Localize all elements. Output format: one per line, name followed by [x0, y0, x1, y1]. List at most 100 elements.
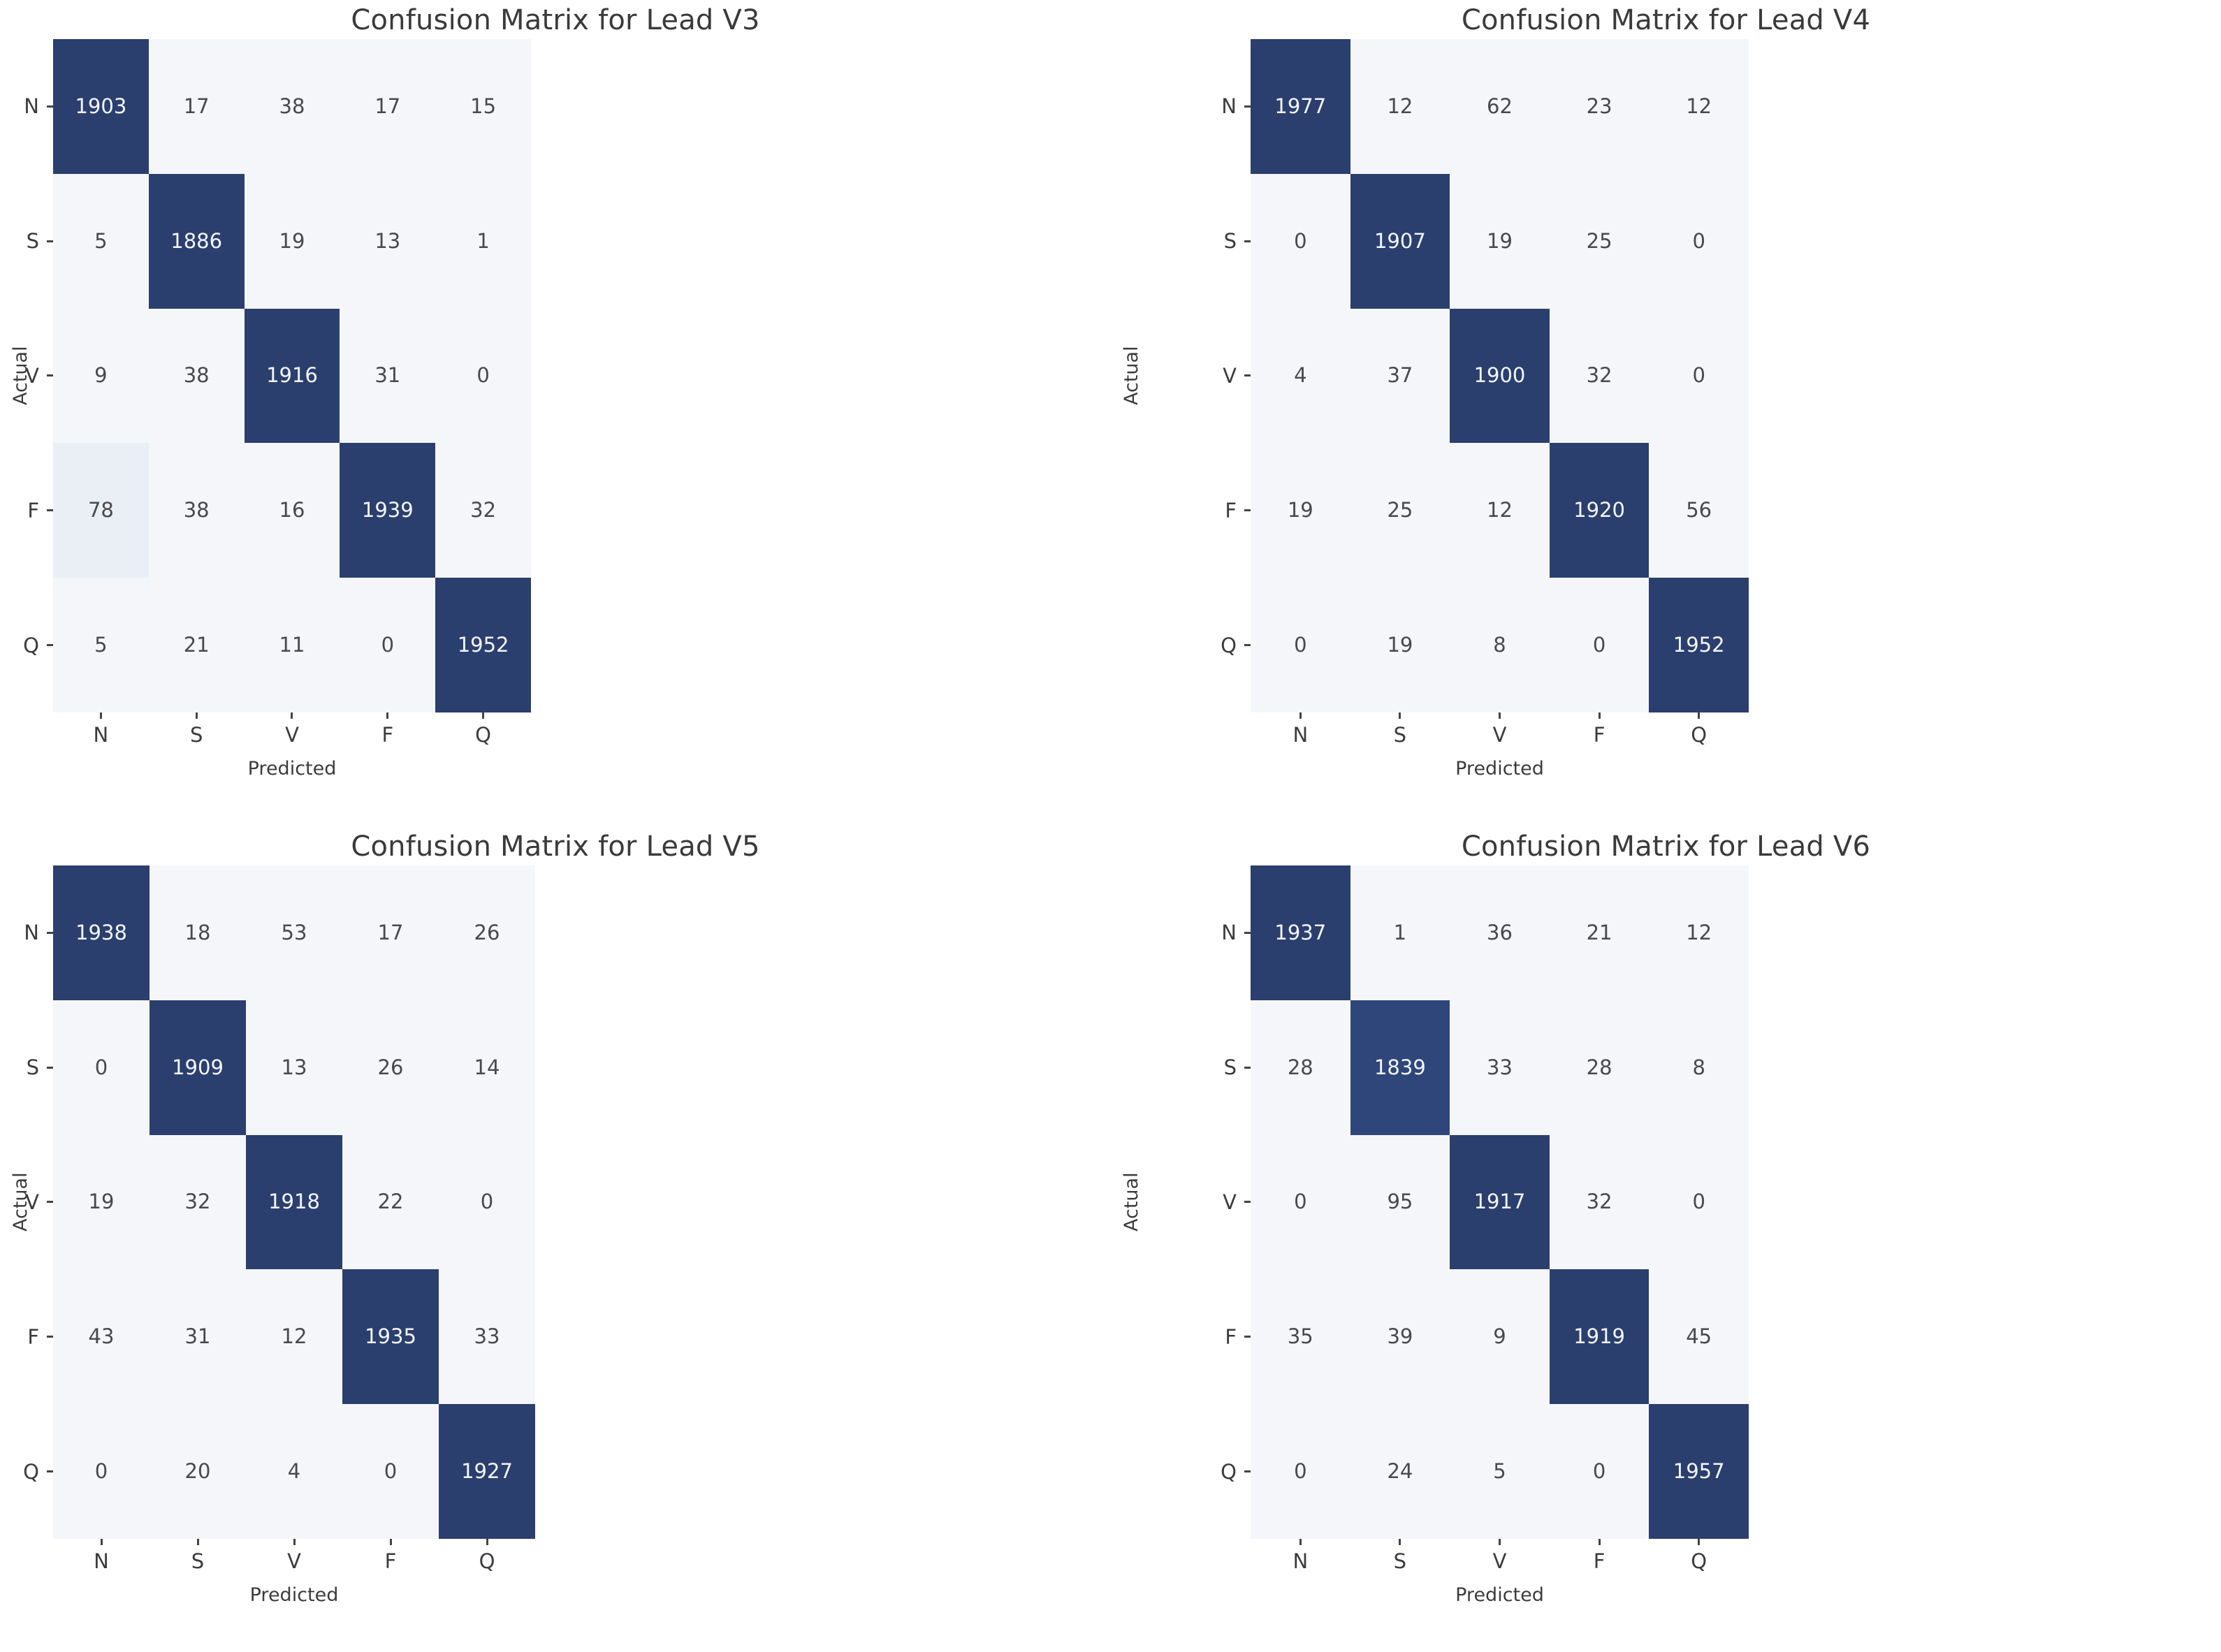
matrix-cell: 1952: [435, 578, 531, 712]
tick-mark-icon: [47, 374, 53, 377]
tick-mark-icon: [486, 1539, 488, 1545]
x-tick-q: Q: [1649, 1539, 1749, 1573]
tick-mark-icon: [1244, 931, 1251, 934]
matrix-cell: 13: [340, 173, 436, 309]
tick-mark-icon: [99, 712, 102, 719]
tick-mark-icon: [47, 509, 53, 512]
tick-mark-icon: [47, 644, 53, 647]
matrix-cell: 25: [1350, 443, 1450, 578]
x-tick-v: V: [1450, 1539, 1550, 1573]
tick-mark-icon: [1244, 374, 1251, 377]
x-tick-q: Q: [1649, 712, 1749, 747]
matrix-cell: 32: [1549, 1134, 1650, 1270]
matrix-cell: 12: [1350, 39, 1450, 174]
tick-mark-icon: [1399, 712, 1401, 719]
tick-mark-icon: [1244, 1470, 1251, 1473]
y-tick-label: Q: [1221, 633, 1237, 657]
matrix-cell: 45: [1649, 1269, 1749, 1405]
y-tick-label: F: [27, 1324, 39, 1349]
x-tick-q: Q: [435, 712, 531, 747]
matrix-cell: 0: [1251, 1134, 1350, 1270]
tick-mark-icon: [1299, 1539, 1302, 1545]
y-tick-q: Q: [23, 578, 53, 712]
tick-mark-icon: [195, 712, 198, 719]
x-tick-label: N: [94, 1549, 109, 1573]
matrix-cell: 14: [439, 1000, 535, 1135]
tick-mark-icon: [1698, 712, 1701, 719]
x-tick-label: V: [1492, 723, 1507, 747]
y-tick-q: Q: [23, 1404, 53, 1539]
matrix-cell: 1918: [246, 1134, 342, 1270]
matrix-cell: 1886: [148, 173, 245, 309]
y-tick-v: V: [1223, 1135, 1251, 1270]
matrix-cell: 21: [148, 578, 245, 712]
matrix-cell: 15: [435, 39, 531, 174]
y-axis-label-v6: Actual: [1121, 1172, 1142, 1232]
x-tick-f: F: [1550, 1539, 1650, 1573]
matrix-cell: 0: [1649, 308, 1749, 444]
matrix-cell: 38: [148, 308, 245, 444]
matrix-cell: 26: [342, 1000, 439, 1135]
matrix-cell: 56: [1649, 443, 1749, 578]
x-tick-label: S: [191, 1549, 205, 1573]
matrix-cell: 35: [1251, 1269, 1350, 1405]
matrix-cell: 5: [53, 173, 149, 309]
y-axis-label-v4: Actual: [1121, 346, 1142, 406]
matrix-cell: 38: [148, 443, 245, 578]
matrix-cell: 1903: [53, 39, 149, 174]
y-tick-s: S: [1224, 1000, 1251, 1135]
matrix-cell: 1957: [1649, 1404, 1749, 1539]
y-tick-s: S: [27, 174, 53, 309]
matrix-cell: 0: [53, 1000, 150, 1135]
matrix-cell: 0: [1549, 578, 1650, 712]
matrix-cell: 0: [435, 308, 531, 444]
tick-mark-icon: [47, 1066, 53, 1069]
tick-mark-icon: [1244, 240, 1251, 242]
matrix-grid-v4: 1977 12 62 23 12 0 1907 19 25 0 4 37 1900 32 0 19 25 12 19…: [1251, 39, 1749, 712]
matrix-cell: 9: [53, 308, 149, 444]
y-tick-label: V: [1223, 1190, 1237, 1214]
matrix-cell: 19: [1251, 443, 1350, 578]
matrix-cell: 1909: [150, 1000, 246, 1135]
matrix-cell: 11: [244, 578, 340, 712]
x-axis-label-v3: Predicted: [247, 758, 337, 780]
x-tick-n: N: [1251, 712, 1350, 747]
y-tick-label: V: [1223, 363, 1237, 388]
y-tick-label: S: [26, 229, 39, 254]
x-tick-f: F: [1550, 712, 1650, 747]
matrix-cell: 39: [1350, 1269, 1450, 1405]
y-tick-n: N: [1221, 865, 1251, 1000]
panel-title-v3: Confusion Matrix for Lead V3: [351, 4, 760, 36]
x-axis-label-v4: Predicted: [1455, 758, 1544, 780]
tick-mark-icon: [47, 1201, 53, 1204]
matrix-cell: 25: [1549, 173, 1650, 309]
y-tick-labels-v5: N S V F Q: [0, 865, 53, 1539]
y-tick-label: Q: [23, 1459, 39, 1484]
y-tick-n: N: [1221, 39, 1251, 174]
matrix-cell: 1919: [1549, 1269, 1650, 1405]
x-tick-label: Q: [1691, 1549, 1707, 1573]
matrix-cell: 19: [244, 173, 340, 309]
matrix-grid-v5: 1938 18 53 17 26 0 1909 13 26 14 19 32 1918 22 0 43 31 12…: [53, 865, 535, 1539]
matrix-cell: 0: [1251, 578, 1350, 712]
y-tick-label: N: [24, 94, 39, 119]
x-tick-n: N: [1251, 1539, 1350, 1573]
matrix-cell: 28: [1549, 1000, 1650, 1135]
y-tick-labels-v3: N S V F Q: [0, 39, 53, 712]
matrix-cell: 5: [53, 578, 149, 712]
tick-mark-icon: [47, 1470, 53, 1473]
x-tick-n: N: [53, 1539, 150, 1573]
y-tick-label: V: [25, 1190, 39, 1214]
tick-mark-icon: [293, 1539, 296, 1545]
matrix-cell: 12: [1450, 443, 1550, 578]
y-tick-label: S: [1223, 229, 1237, 254]
matrix-cell: 53: [246, 865, 342, 1000]
x-tick-label: V: [1492, 1549, 1507, 1573]
y-tick-label: S: [26, 1055, 39, 1080]
y-tick-f: F: [27, 443, 53, 578]
y-tick-n: N: [24, 865, 53, 1000]
x-tick-label: F: [381, 723, 394, 747]
matrix-cell: 32: [1549, 308, 1650, 444]
tick-mark-icon: [100, 1539, 103, 1545]
